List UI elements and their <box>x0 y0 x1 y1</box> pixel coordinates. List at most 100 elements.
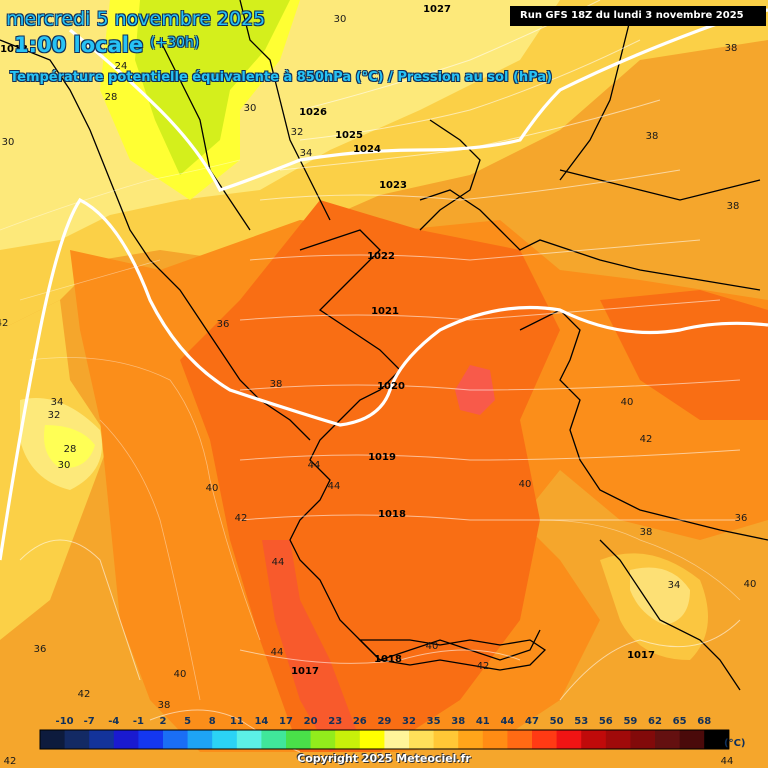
temperature-label: 38 <box>727 201 740 212</box>
temperature-label: 38 <box>270 379 283 390</box>
temperature-label: 30 <box>58 460 71 471</box>
legend-tick-label: 68 <box>697 716 711 727</box>
pressure-label: 1023 <box>379 180 407 191</box>
legend-swatch <box>458 730 484 749</box>
legend-tick-label: 41 <box>476 716 490 727</box>
legend-tick-label: 47 <box>525 716 539 727</box>
legend-tick-label: 32 <box>402 716 416 727</box>
temperature-label: 30 <box>2 137 15 148</box>
legend-tick-label: 56 <box>599 716 613 727</box>
pressure-label: 1018 <box>378 509 406 520</box>
temperature-label: 42 <box>4 756 17 767</box>
temperature-label: 40 <box>206 483 219 494</box>
legend-swatch <box>113 730 139 749</box>
cold-line-north <box>69 8 768 192</box>
legend-tick-label: 65 <box>673 716 687 727</box>
temperature-label: 34 <box>300 148 313 159</box>
temperature-label: 42 <box>640 434 653 445</box>
temperature-label: 30 <box>244 103 257 114</box>
legend-tick-label: 35 <box>427 716 441 727</box>
temperature-label: 34 <box>668 580 681 591</box>
temperature-label: 38 <box>640 527 653 538</box>
temperature-label: 38 <box>646 131 659 142</box>
legend-swatch <box>286 730 312 749</box>
temperature-label: 42 <box>0 318 8 329</box>
model-run-label: Run GFS 18Z du lundi 3 novembre 2025 <box>510 6 766 26</box>
legend-unit: (°C) <box>724 738 745 749</box>
legend-tick-label: 17 <box>279 716 293 727</box>
legend-swatch <box>409 730 435 749</box>
temperature-label: 38 <box>158 700 171 711</box>
legend-tick-label: 62 <box>648 716 662 727</box>
forecast-date: mercredi 5 novembre 2025 <box>6 8 266 30</box>
legend-swatch <box>532 730 558 749</box>
field-zone-west-26 <box>44 425 95 469</box>
legend-swatch <box>187 730 213 749</box>
legend-swatch <box>704 730 730 749</box>
copyright: Copyright 2025 Meteociel.fr <box>297 752 471 765</box>
pressure-label: 1022 <box>367 251 395 262</box>
pressure-label: 1020 <box>377 381 405 392</box>
temperature-label: 32 <box>48 410 61 421</box>
temperature-label: 44 <box>271 647 284 658</box>
legend-tick-label: 20 <box>304 716 318 727</box>
forecast-hour: 1:00 locale <box>14 33 144 57</box>
temperature-label: 44 <box>272 557 285 568</box>
legend-swatch <box>556 730 582 749</box>
theta-e-contours <box>0 159 741 701</box>
legend-swatch <box>679 730 705 749</box>
legend-tick-label: 59 <box>623 716 637 727</box>
pressure-label: 1024 <box>353 144 381 155</box>
legend-swatch <box>261 730 287 749</box>
legend-swatch <box>335 730 361 749</box>
legend-tick-label: 8 <box>209 716 216 727</box>
coastlines <box>0 0 768 691</box>
legend-tick-label: 53 <box>574 716 588 727</box>
legend-tick-label: 38 <box>451 716 465 727</box>
pressure-label: 1018 <box>374 654 402 665</box>
pressure-label: 1017 <box>291 666 319 677</box>
legend-swatch <box>236 730 262 749</box>
legend-swatch <box>163 730 189 749</box>
legend-tick-label: 11 <box>230 716 244 727</box>
legend-swatch <box>40 730 66 749</box>
legend-swatch <box>507 730 533 749</box>
legend-swatch <box>89 730 115 749</box>
legend-tick-label: -4 <box>108 716 119 727</box>
field-zone-47 <box>262 540 360 752</box>
legend-swatch <box>212 730 238 749</box>
temperature-label: 44 <box>328 481 341 492</box>
temperature-label: 42 <box>235 513 248 524</box>
temperature-label: 42 <box>78 689 91 700</box>
pressure-label: 1025 <box>335 130 363 141</box>
temperature-label: 40 <box>174 669 187 680</box>
temperature-labels: 3024283030323438383836383432283040424444… <box>0 14 756 767</box>
forecast-lead-time: (+30h) <box>150 35 200 51</box>
temperature-label: 36 <box>217 319 230 330</box>
legend-swatch <box>482 730 508 749</box>
legend-tick-label: 29 <box>377 716 391 727</box>
legend-swatch <box>605 730 631 749</box>
temperature-label: 24 <box>115 61 128 72</box>
legend-tick-label: 2 <box>160 716 167 727</box>
temperature-label: 44 <box>308 460 321 471</box>
legend-swatch <box>655 730 681 749</box>
legend-tick-label: -10 <box>56 716 74 727</box>
legend-swatch <box>310 730 336 749</box>
temperature-label: 28 <box>64 444 77 455</box>
color-legend <box>39 729 730 750</box>
legend-border <box>39 729 730 750</box>
legend-tick-label: 5 <box>184 716 191 727</box>
temperature-label: 40 <box>426 641 439 652</box>
temperature-label: 30 <box>334 14 347 25</box>
legend-tick-label: 44 <box>500 716 514 727</box>
field-zone-23 <box>135 0 290 175</box>
pressure-label: 1026 <box>299 107 327 118</box>
field-zone-south-32 <box>630 567 690 625</box>
freezing-level-line <box>0 197 768 561</box>
temperature-label: 34 <box>51 397 64 408</box>
temperature-label: 28 <box>105 92 118 103</box>
pressure-labels: 1027 1026 1025 1024 1023 1022 1021 1020 1019 1018… <box>0 4 655 677</box>
legend-tick-label: -1 <box>133 716 144 727</box>
